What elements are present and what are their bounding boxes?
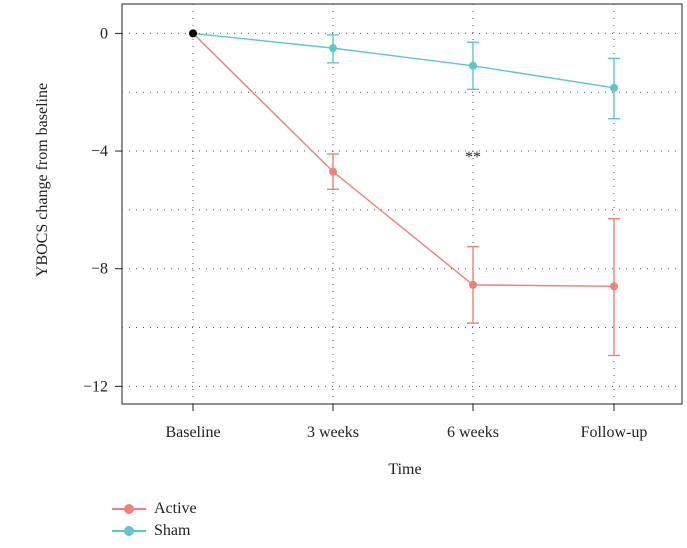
y-tick-label: −12 <box>83 378 108 395</box>
legend-label-active: Active <box>154 500 197 517</box>
legend-label-sham: Sham <box>154 522 191 539</box>
series-line-sham <box>192 32 615 89</box>
data-point-active <box>329 167 337 176</box>
legend-item-sham: Sham <box>112 520 197 542</box>
legend-item-active: Active <box>112 498 197 520</box>
x-tick-label: 3 weeks <box>307 424 359 441</box>
series-line-active <box>192 32 615 288</box>
plot-frame <box>121 3 683 405</box>
x-axis-title: Time <box>388 461 421 478</box>
data-point-active <box>610 282 618 291</box>
legend-swatch-active <box>112 502 146 516</box>
x-axis: Baseline 3 weeks 6 weeks Follow-up <box>165 404 647 441</box>
legend-swatch-sham <box>112 524 146 538</box>
data-point-active <box>469 280 477 289</box>
significance-annotation: ** <box>465 149 481 166</box>
x-tick-label: Baseline <box>165 424 220 441</box>
legend: Active Sham <box>112 498 197 542</box>
y-axis-title: YBOCS change from baseline <box>34 83 51 277</box>
data-point-sham <box>469 61 477 70</box>
y-tick-label: −8 <box>91 261 108 278</box>
grid <box>122 4 682 404</box>
x-tick-label: 6 weeks <box>447 424 499 441</box>
legend-dot-active <box>124 504 134 514</box>
series-layer <box>189 29 620 357</box>
legend-dot-sham <box>124 526 134 536</box>
y-tick-label: −4 <box>91 143 108 160</box>
x-tick-label: Follow-up <box>581 424 648 441</box>
baseline-point <box>189 29 197 38</box>
y-axis: 0 −4 −8 −12 <box>83 25 122 395</box>
data-point-sham <box>329 44 337 53</box>
data-point-sham <box>610 83 618 92</box>
y-tick-label: 0 <box>100 25 108 42</box>
